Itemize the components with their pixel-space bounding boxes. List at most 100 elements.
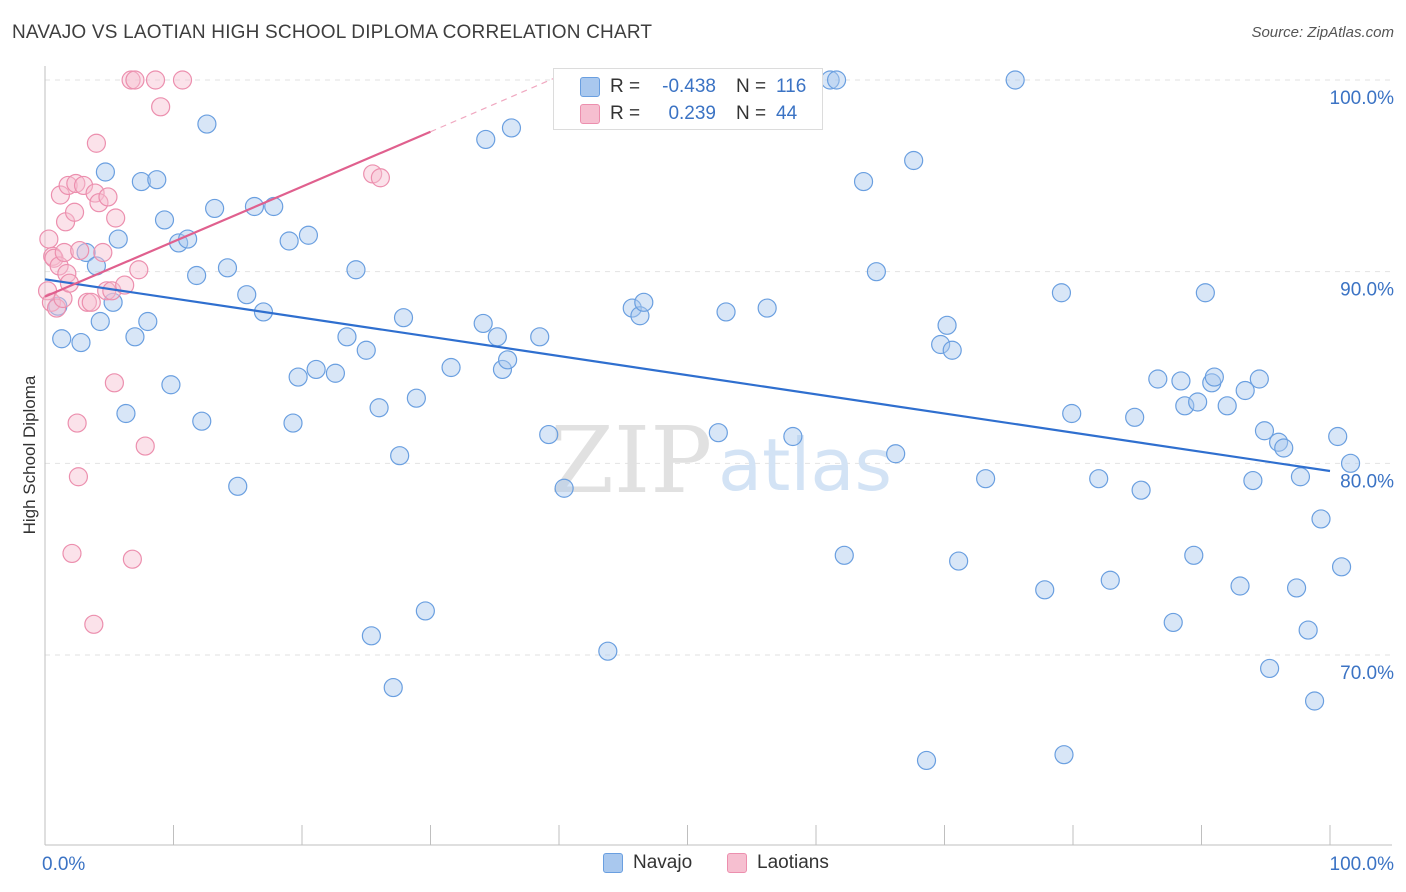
navajo-point-36 <box>356 340 376 360</box>
laotian-point-17 <box>67 413 87 433</box>
navajo-point-100 <box>1260 658 1280 679</box>
laotian-n-label: N = <box>736 103 767 124</box>
laotian-points <box>37 70 390 634</box>
navajo-point-38 <box>369 398 389 418</box>
navajo-point-84 <box>1131 480 1151 500</box>
laotian-r-label: R = <box>610 103 641 124</box>
navajo-n-value: 116 <box>776 76 807 97</box>
laotian-point-29 <box>98 187 118 207</box>
navajo-point-14 <box>154 210 175 230</box>
laotian-point-7 <box>50 185 71 205</box>
navajo-point-101 <box>1268 432 1289 452</box>
navajo-point-15 <box>161 375 181 395</box>
x-tick-label-min: 0.0% <box>42 854 85 875</box>
laotian-point-18 <box>68 467 89 487</box>
navajo-point-99 <box>1254 421 1275 441</box>
navajo-point-87 <box>1171 371 1191 391</box>
navajo-point-55 <box>622 298 642 318</box>
watermark-zip: ZIP <box>550 407 712 514</box>
navajo-point-47 <box>487 327 507 347</box>
navajo-point-93 <box>1204 367 1224 387</box>
navajo-point-95 <box>1230 576 1250 596</box>
navajo-point-27 <box>264 196 284 217</box>
grid-lines <box>45 79 1392 656</box>
navajo-point-42 <box>406 388 426 408</box>
navajo-point-10 <box>125 327 145 347</box>
navajo-point-76 <box>1005 70 1025 90</box>
y-tick-label-100: 100.0% <box>1330 88 1395 109</box>
laotian-point-16 <box>66 173 86 194</box>
y-axis-label: High School Diploma <box>20 375 39 534</box>
laotian-point-1 <box>39 229 59 249</box>
navajo-point-104 <box>1290 467 1311 487</box>
navajo-point-52 <box>539 424 559 445</box>
laotian-point-36 <box>125 70 145 90</box>
navajo-point-20 <box>197 114 217 134</box>
navajo-point-62 <box>783 426 803 447</box>
navajo-point-67 <box>866 262 886 282</box>
navajo-point-97 <box>1243 470 1263 491</box>
laotian-point-25 <box>86 133 107 153</box>
laotian-point-12 <box>58 175 78 196</box>
navajo-point-18 <box>187 265 207 286</box>
navajo-point-110 <box>1340 453 1361 473</box>
trend-lines <box>44 75 1331 473</box>
navajo-point-45 <box>473 313 493 334</box>
navajo-point-41 <box>393 308 414 328</box>
navajo-point-40 <box>390 446 410 466</box>
laotian-point-5 <box>46 298 67 318</box>
navajo-point-59 <box>716 302 736 322</box>
navajo-point-6 <box>95 162 115 182</box>
navajo-point-98 <box>1249 369 1269 389</box>
navajo-point-57 <box>634 292 654 312</box>
navajo-point-80 <box>1062 403 1082 424</box>
navajo-point-8 <box>108 229 128 249</box>
navajo-point-44 <box>441 357 461 378</box>
navajo-point-73 <box>942 340 962 360</box>
laotian-point-37 <box>129 260 149 280</box>
x-tick-label-max: 100.0% <box>1330 854 1395 875</box>
legend-navajo[interactable]: Navajo <box>603 852 692 874</box>
laotian-n-value: 44 <box>776 103 798 124</box>
navajo-point-22 <box>217 258 238 278</box>
navajo-points <box>48 70 1361 771</box>
navajo-point-88 <box>1175 396 1195 416</box>
navajo-point-96 <box>1235 380 1255 401</box>
navajo-point-65 <box>834 545 854 565</box>
navajo-point-105 <box>1298 620 1318 640</box>
axes <box>44 66 1392 846</box>
navajo-point-54 <box>598 641 618 661</box>
legend-laotians-label: Laotians <box>757 852 829 873</box>
laotian-point-40 <box>151 97 171 117</box>
navajo-point-86 <box>1163 612 1183 633</box>
watermark: ZIP atlas <box>550 407 892 514</box>
laotian-point-19 <box>70 240 90 261</box>
navajo-point-69 <box>904 150 924 171</box>
navajo-n-label: N = <box>736 76 767 97</box>
navajo-point-72 <box>937 315 957 335</box>
legend-navajo-swatch <box>603 853 623 873</box>
y-tick-label-90: 90.0% <box>1340 280 1394 301</box>
navajo-swatch <box>580 77 600 97</box>
navajo-point-74 <box>949 551 969 571</box>
navajo-point-53 <box>554 478 574 498</box>
navajo-point-34 <box>337 327 357 347</box>
navajo-point-43 <box>415 601 435 621</box>
y-tick-label-70: 70.0% <box>1340 663 1394 684</box>
navajo-point-23 <box>228 476 248 496</box>
y-tick-label-80: 80.0% <box>1340 471 1394 492</box>
navajo-point-33 <box>325 363 346 383</box>
legend-laotians[interactable]: Laotians <box>727 852 829 874</box>
navajo-point-75 <box>976 469 996 489</box>
navajo-point-2 <box>71 332 91 353</box>
navajo-point-78 <box>1051 283 1072 303</box>
navajo-point-109 <box>1331 557 1352 577</box>
navajo-r-value: -0.438 <box>662 76 716 97</box>
navajo-point-29 <box>283 413 303 433</box>
stats-box: R = -0.438 N = 116 R = 0.239 N = 44 <box>553 68 823 130</box>
navajo-point-50 <box>501 118 522 138</box>
navajo-point-13 <box>147 170 167 190</box>
laotian-point-35 <box>122 549 142 569</box>
laotian-trend-extension <box>430 75 560 133</box>
navajo-point-77 <box>1035 580 1055 600</box>
